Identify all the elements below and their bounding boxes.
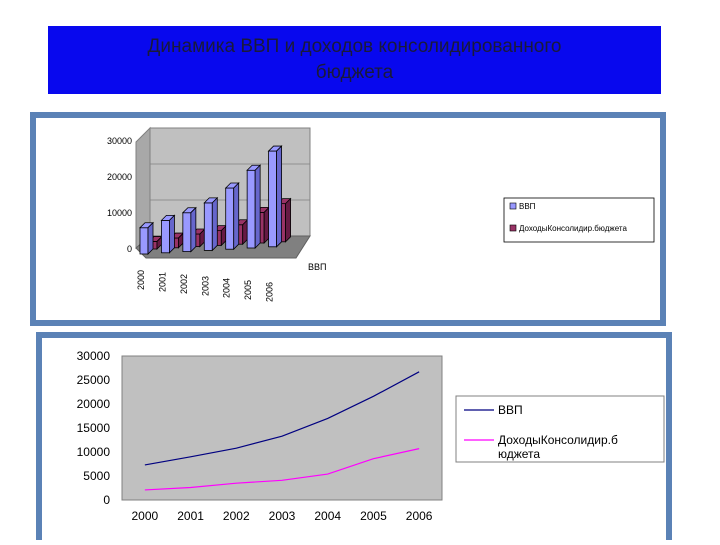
y-tick-label: 30000 xyxy=(107,136,132,146)
y-tick-label: 10000 xyxy=(107,208,132,218)
y-tick-label: 20000 xyxy=(107,172,132,182)
x-tick-label: 2003 xyxy=(200,276,210,296)
y-tick-label: 15000 xyxy=(77,421,111,435)
plot-area xyxy=(121,355,443,501)
x-tick-label: 2006 xyxy=(406,509,433,523)
bar-gdp xyxy=(139,221,154,255)
bar-gdp xyxy=(203,196,219,252)
y-tick-label: 0 xyxy=(127,244,132,254)
legend-label: ВВП xyxy=(519,202,536,211)
legend-label: ДоходыКонсолидир.бюджета xyxy=(519,224,627,233)
y-tick-label: 30000 xyxy=(77,349,111,363)
bar-gdp xyxy=(160,214,176,254)
x-tick-label: 2002 xyxy=(179,274,189,294)
legend-label: ВВП xyxy=(498,403,523,417)
y-tick-label: 0 xyxy=(103,493,110,507)
x-tick-label: 2005 xyxy=(243,280,253,300)
line-budget xyxy=(144,448,420,491)
x-tick-label: 2003 xyxy=(269,509,296,523)
page-title: Динамика ВВП и доходов консолидированног… xyxy=(147,36,562,83)
legend-swatch xyxy=(509,202,517,210)
line-gdp xyxy=(144,371,420,466)
bar-chart: 0 10000 20000 30000 2000 2001 2002 2003 2004 2005… xyxy=(107,126,655,302)
x-tick-label: 2005 xyxy=(360,509,387,523)
x-tick-label: 2000 xyxy=(136,270,146,290)
x-tick-label: 2004 xyxy=(222,278,232,298)
legend-swatch xyxy=(509,224,517,232)
y-tick-label: 25000 xyxy=(77,373,111,387)
line-chart-panel: 0 5000 10000 15000 20000 25000 30000 2000 2001 20… xyxy=(36,332,672,540)
x-tick-label: 2006 xyxy=(265,282,275,302)
bar-gdp xyxy=(267,145,283,248)
y-tick-label: 20000 xyxy=(77,397,111,411)
x-tick-label: 2002 xyxy=(223,509,250,523)
x-tick-label: 2004 xyxy=(314,509,341,523)
line-chart: 0 5000 10000 15000 20000 25000 30000 2000 2001 20… xyxy=(77,349,665,523)
bar-gdp xyxy=(181,206,197,253)
bar-gdp xyxy=(224,182,240,251)
x-tick-label: 2001 xyxy=(177,509,204,523)
x-tick-label: 2001 xyxy=(157,272,167,292)
title-banner: Динамика ВВП и доходов консолидированног… xyxy=(48,26,661,94)
x-tick-label: 2000 xyxy=(132,509,159,523)
depth-axis-label: ВВП xyxy=(308,262,326,272)
y-tick-label: 10000 xyxy=(77,445,111,459)
bar-gdp xyxy=(246,164,262,249)
legend: ВВП ДоходыКонсолидир.бюджета xyxy=(503,197,655,243)
bar-chart-panel: 0 10000 20000 30000 2000 2001 2002 2003 2004 2005… xyxy=(30,112,666,326)
y-tick-label: 5000 xyxy=(83,469,110,483)
